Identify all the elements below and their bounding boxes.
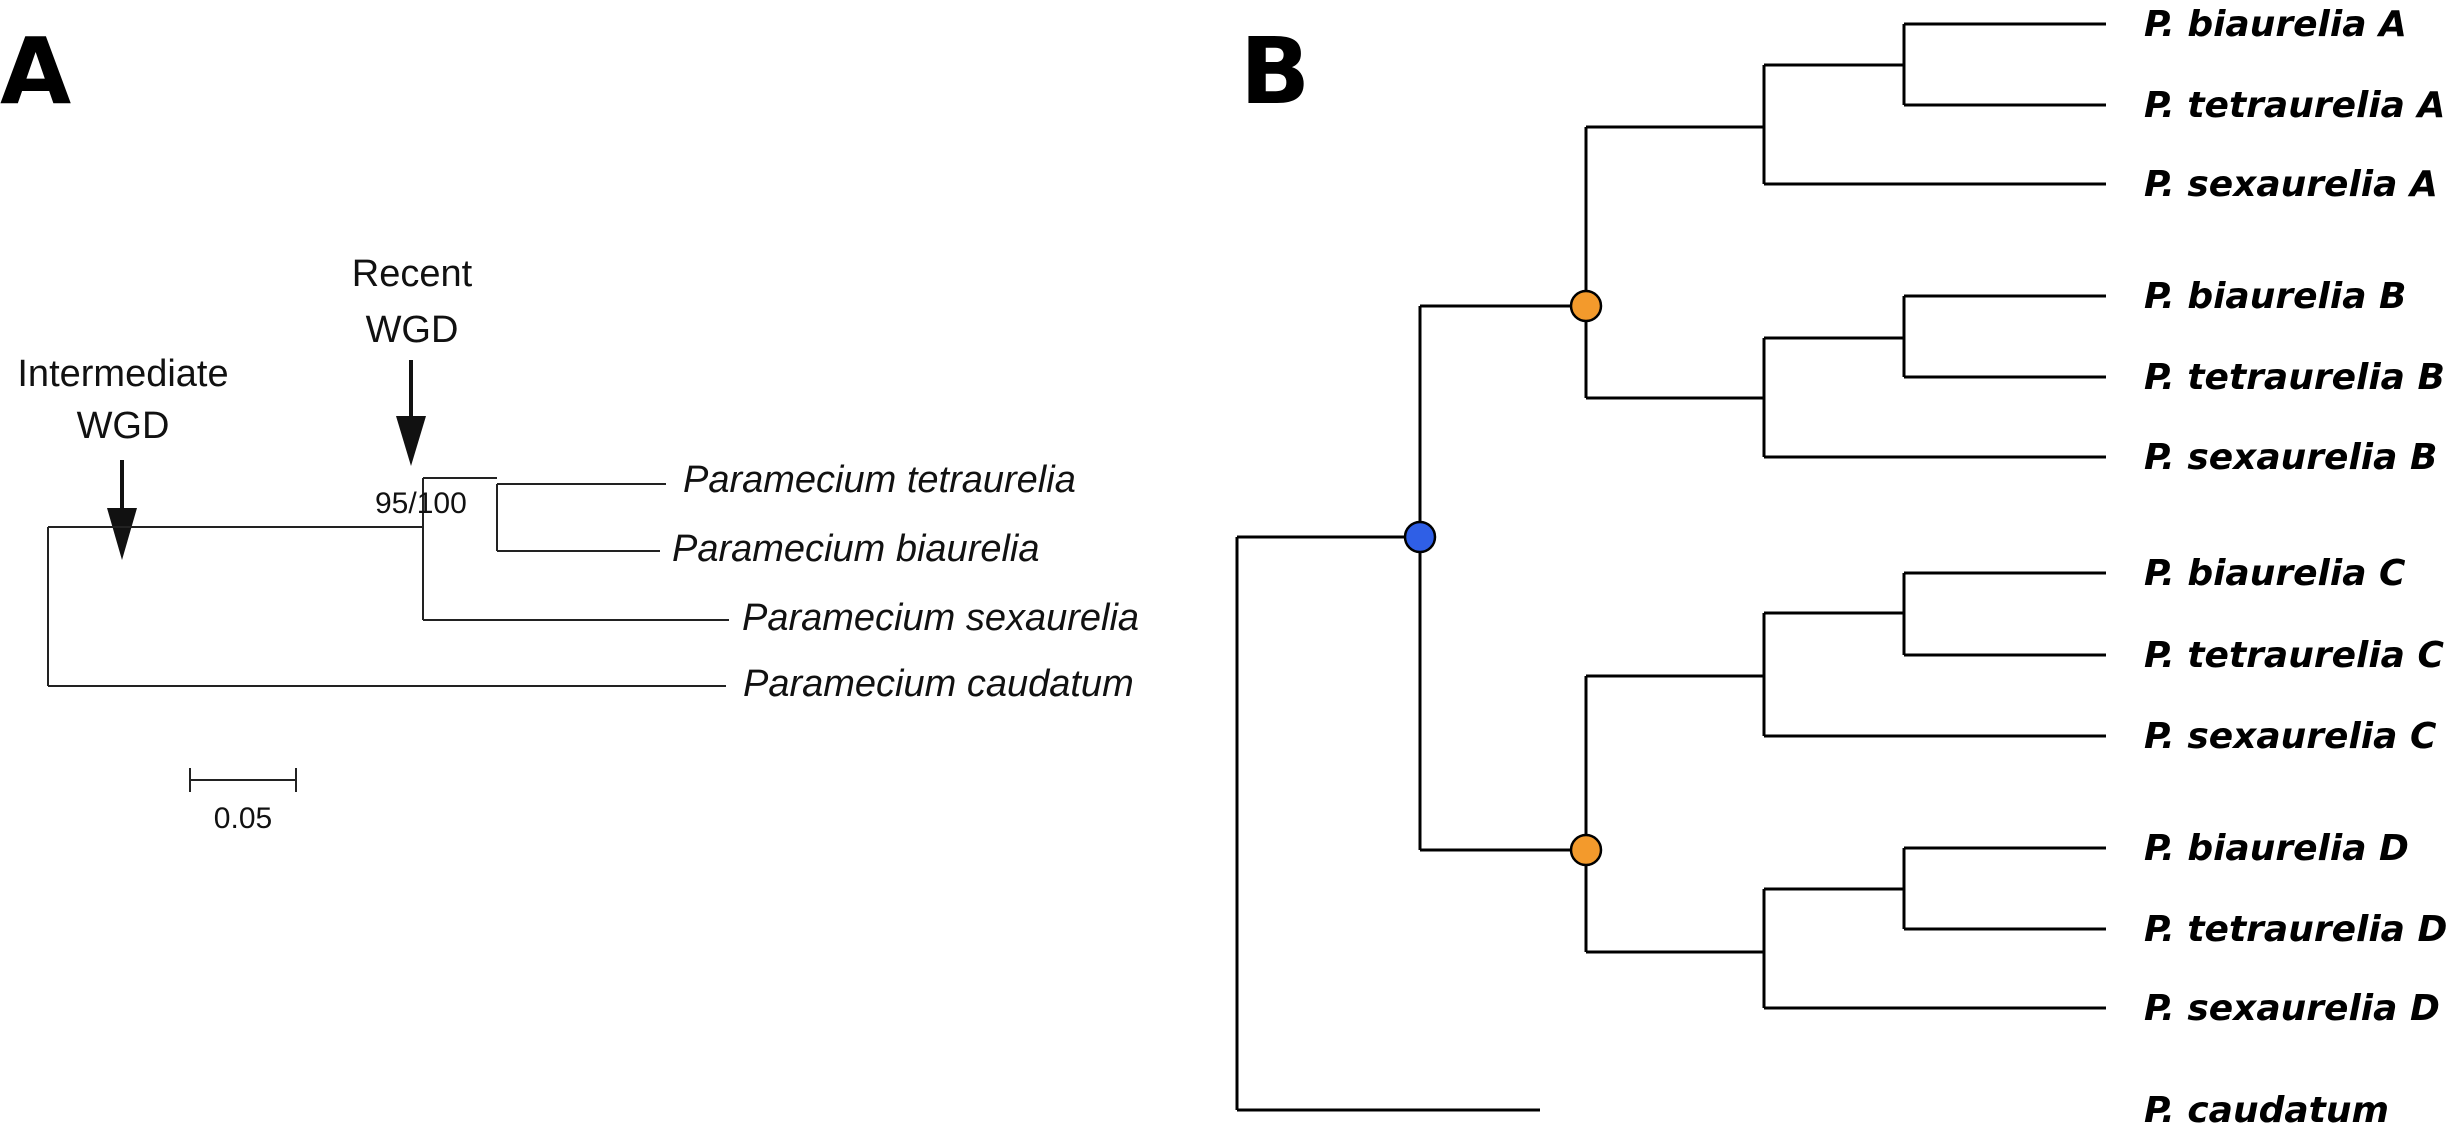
bootstrap-support-value: 95/100 — [375, 487, 467, 520]
taxon-a-sexaurelia: Paramecium sexaurelia — [742, 597, 1139, 639]
scale-bar-label: 0.05 — [214, 802, 272, 835]
taxon-b-biaurelia-d: P. biaurelia D — [2144, 828, 2409, 869]
panel-b-tree — [1235, 22, 2106, 1112]
panel-b-label: B — [1240, 18, 1310, 125]
panel-a-label: A — [0, 18, 71, 125]
taxon-b-tetraurelia-a: P. tetraurelia A — [2144, 85, 2445, 126]
taxon-a-biaurelia: Paramecium biaurelia — [672, 528, 1040, 570]
recent-wgd-label-line2: WGD — [366, 309, 459, 351]
panel-a-tree — [47, 477, 729, 687]
taxon-b-sexaurelia-c: P. sexaurelia C — [2144, 716, 2437, 757]
taxon-a-tetraurelia: Paramecium tetraurelia — [683, 459, 1076, 501]
taxon-b-sexaurelia-a: P. sexaurelia A — [2144, 164, 2438, 205]
taxon-b-tetraurelia-c: P. tetraurelia C — [2144, 635, 2444, 676]
intermediate-wgd-label-line2: WGD — [77, 405, 170, 447]
cd-wgd-node-marker — [1569, 833, 1603, 867]
taxon-b-tetraurelia-b: P. tetraurelia B — [2144, 357, 2445, 398]
taxon-b-biaurelia-c: P. biaurelia C — [2144, 553, 2406, 594]
panel-a: A Intermediate WGD Recent WGD 95/100 — [0, 18, 1139, 835]
ab-wgd-node-marker — [1569, 289, 1603, 323]
taxon-b-biaurelia-a: P. biaurelia A — [2144, 4, 2407, 45]
panel-b: B — [1235, 4, 2447, 1131]
taxon-b-biaurelia-b: P. biaurelia B — [2144, 276, 2406, 317]
intermediate-wgd-label-line1: Intermediate — [17, 353, 228, 395]
taxon-b-sexaurelia-d: P. sexaurelia D — [2144, 988, 2440, 1029]
intermediate-wgd-arrow — [107, 460, 137, 560]
root-wgd-node-marker — [1403, 520, 1437, 554]
taxon-a-caudatum: Paramecium caudatum — [743, 663, 1134, 705]
taxon-b-sexaurelia-b: P. sexaurelia B — [2144, 437, 2437, 478]
recent-wgd-arrow — [396, 360, 426, 466]
scale-bar — [189, 768, 297, 792]
taxon-b-caudatum: P. caudatum — [2144, 1090, 2389, 1131]
recent-wgd-label-line1: Recent — [352, 253, 473, 295]
taxon-b-tetraurelia-d: P. tetraurelia D — [2144, 909, 2447, 950]
